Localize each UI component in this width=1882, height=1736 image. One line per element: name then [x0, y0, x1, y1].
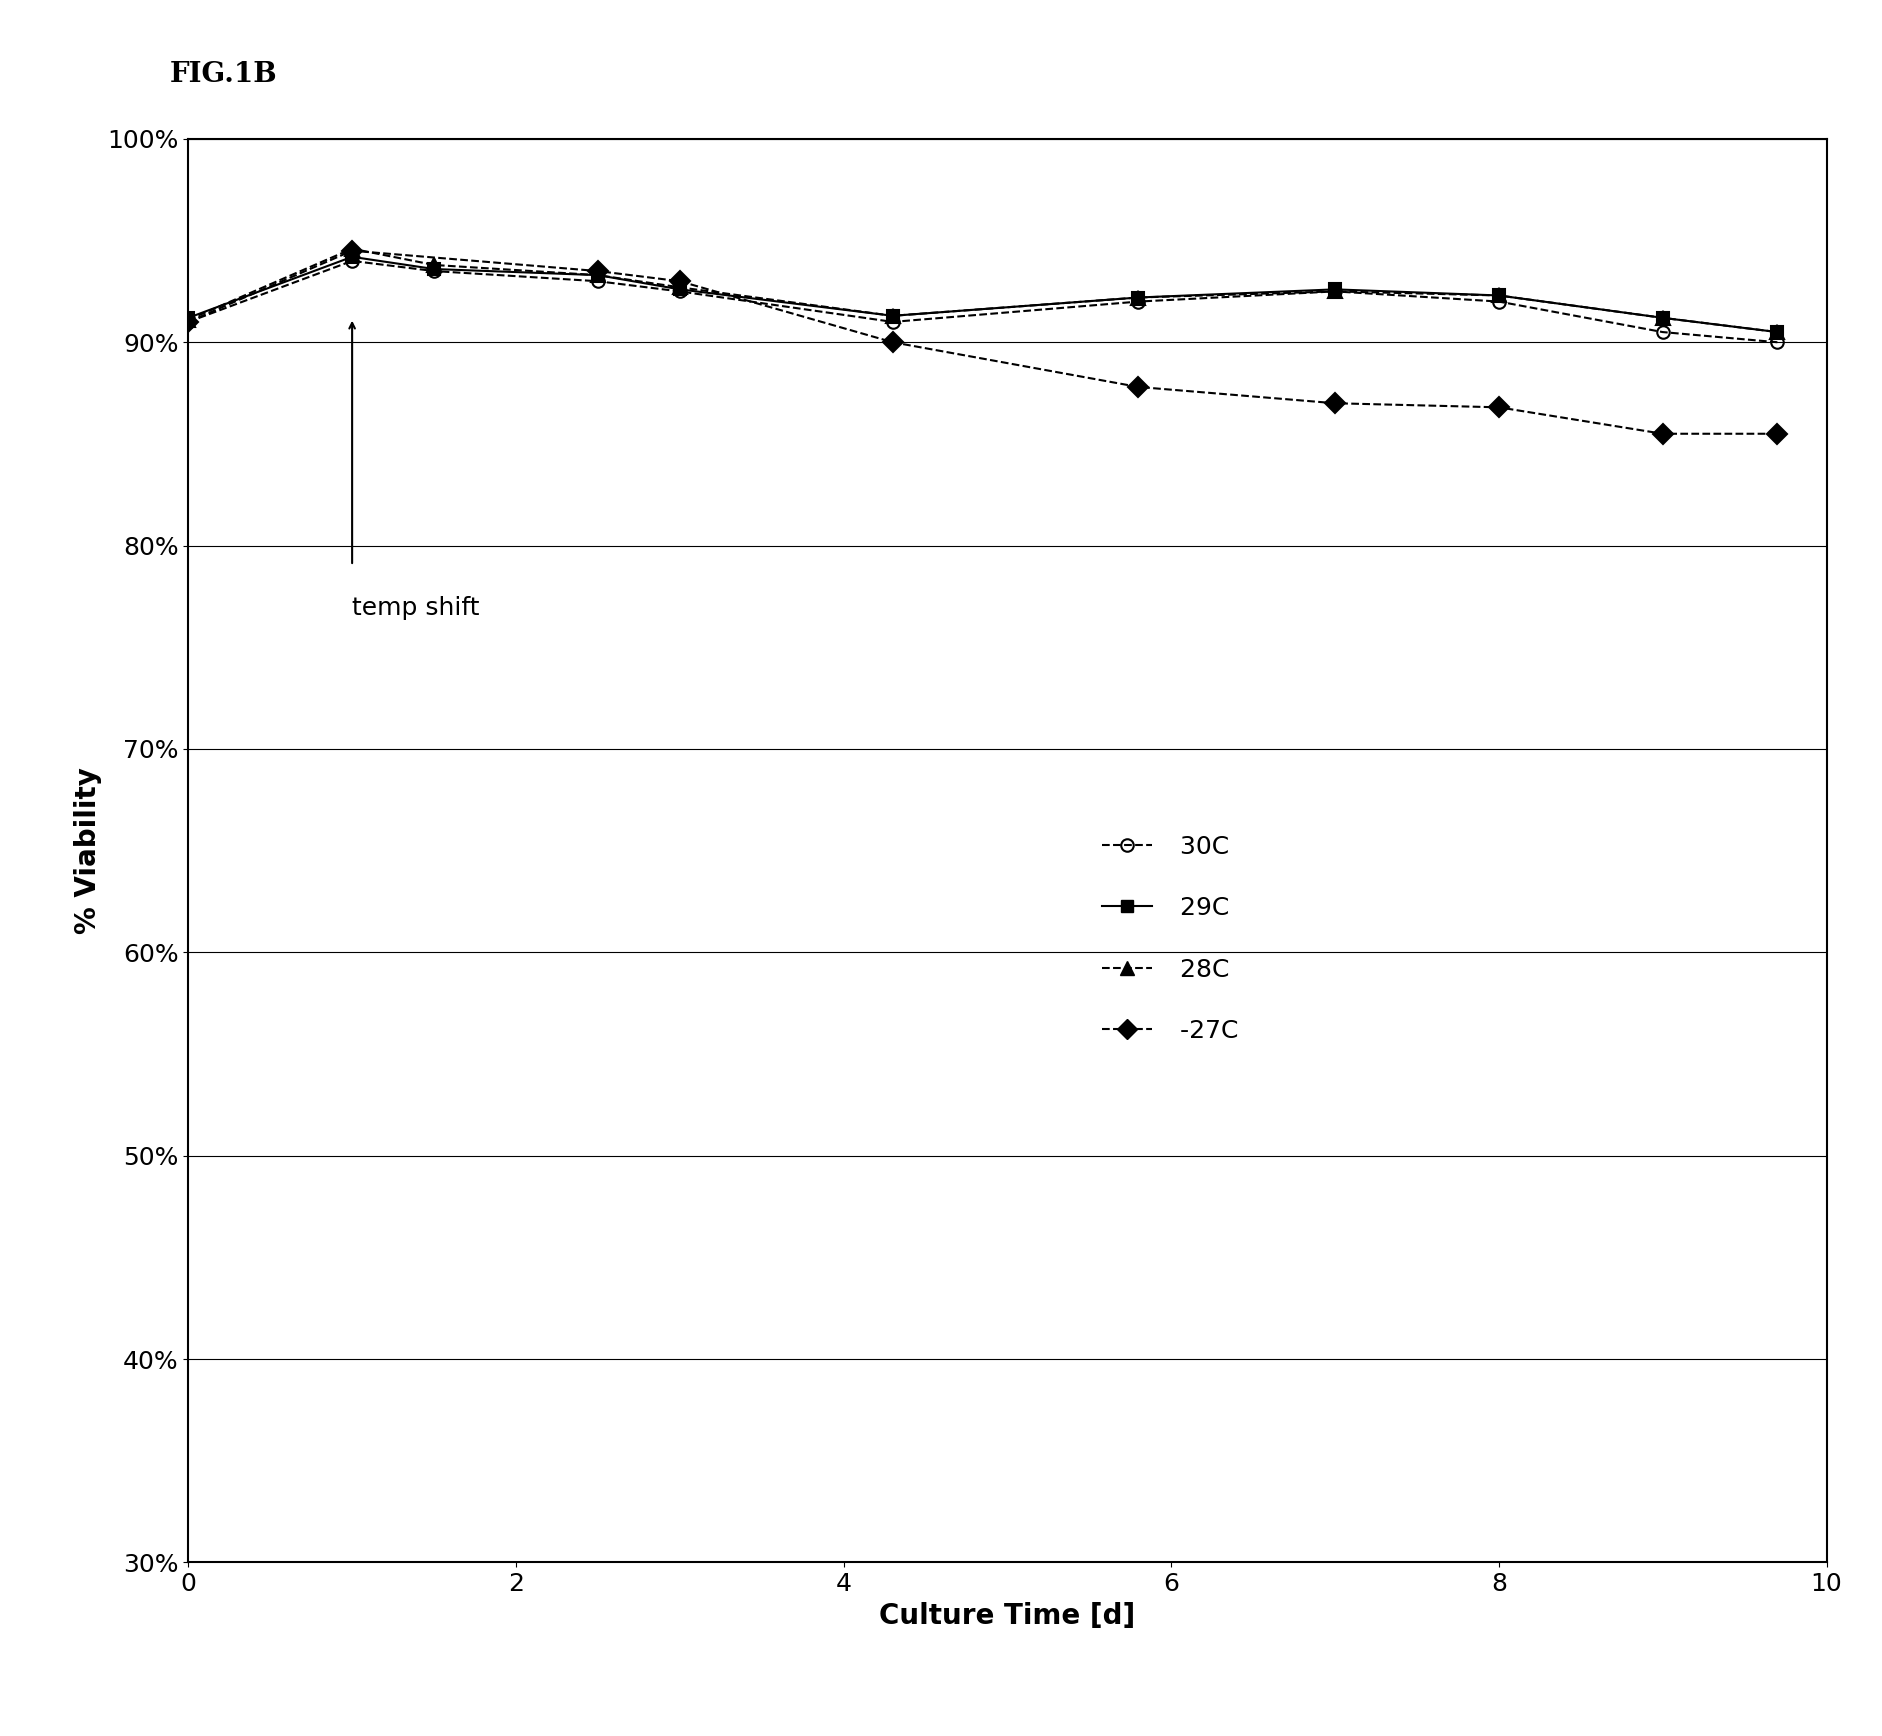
Y-axis label: % Viability: % Viability	[73, 767, 102, 934]
Text: temp shift: temp shift	[352, 597, 480, 620]
X-axis label: Culture Time [d]: Culture Time [d]	[879, 1602, 1135, 1630]
Legend:   30C,   29C,   28C,   -27C: 30C, 29C, 28C, -27C	[1101, 835, 1238, 1043]
Text: FIG.1B: FIG.1B	[169, 61, 277, 89]
